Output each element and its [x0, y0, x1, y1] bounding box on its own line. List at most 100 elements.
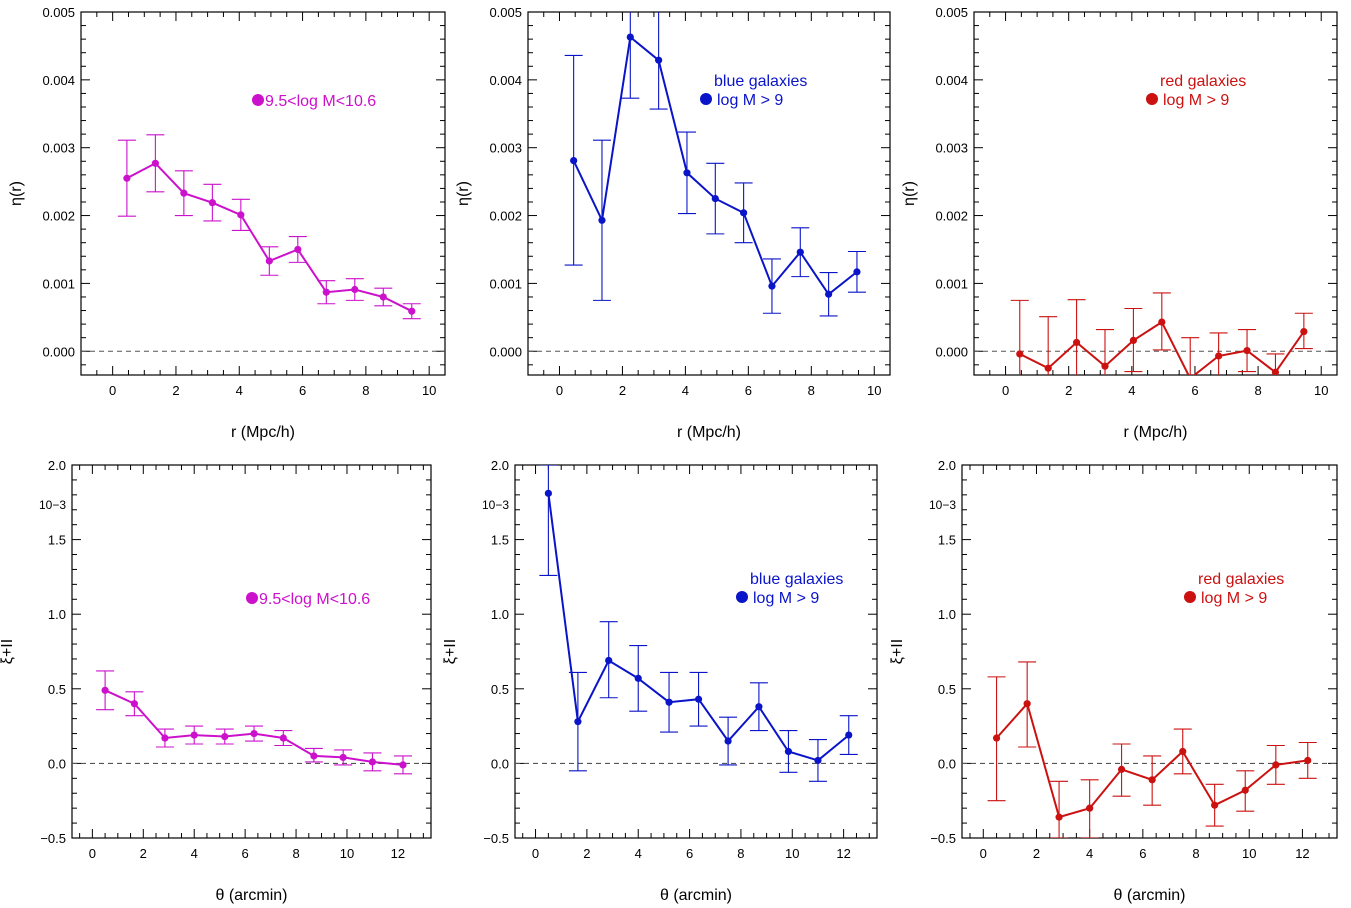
- x-tick-label: 10: [785, 846, 799, 861]
- x-tick-label: 2: [619, 383, 626, 398]
- legend-label: red galaxies: [1160, 73, 1246, 90]
- y-tick-label: 0.0: [938, 756, 956, 771]
- data-point: [665, 698, 673, 706]
- y-tick-label: 0.005: [489, 5, 522, 20]
- series-group: [117, 134, 421, 320]
- x-tick-label: 4: [191, 846, 198, 861]
- data-point: [237, 211, 245, 219]
- y-tick-label: −0.5: [930, 831, 956, 846]
- legend-marker: [252, 94, 264, 106]
- data-point: [655, 56, 663, 64]
- x-tick-label: 0: [1002, 383, 1009, 398]
- x-tick-label: 2: [583, 846, 590, 861]
- y-tick-label: 0.000: [935, 344, 968, 359]
- y-tick-label: 2.0: [938, 458, 956, 473]
- y-axis-label: ξ+II: [889, 639, 906, 664]
- x-tick-label: 6: [299, 383, 306, 398]
- x-tick-label: 10: [1314, 383, 1328, 398]
- legend-label: log M > 9: [753, 590, 819, 607]
- y-tick-label: 2.0: [48, 458, 66, 473]
- data-point: [408, 307, 416, 315]
- data-point: [694, 695, 703, 703]
- data-point: [310, 752, 318, 760]
- y-tick-label: 0.000: [489, 344, 522, 359]
- x-tick-label: 4: [1086, 846, 1093, 861]
- x-tick-label: 6: [745, 383, 752, 398]
- data-point: [180, 189, 188, 197]
- x-axis-label: θ (arcmin): [1113, 887, 1185, 904]
- y-tick-label: 0.0: [491, 756, 509, 771]
- x-tick-label: 0: [980, 846, 987, 861]
- data-point: [130, 700, 138, 708]
- x-tick-label: 6: [686, 846, 693, 861]
- y-multiplier-label: 10−3: [39, 498, 66, 512]
- y-axis-label: ξ+II: [442, 639, 459, 664]
- data-point: [123, 174, 131, 182]
- plot-frame: [71, 464, 432, 839]
- x-tick-label: 10: [867, 383, 881, 398]
- legend-label: blue galaxies: [714, 73, 807, 90]
- x-tick-label: 0: [89, 846, 96, 861]
- data-point: [368, 758, 377, 766]
- data-point: [265, 257, 273, 265]
- data-point: [1158, 318, 1166, 326]
- y-tick-label: 0.002: [935, 209, 968, 224]
- data-point: [1272, 761, 1280, 769]
- x-tick-label: 4: [236, 383, 243, 398]
- data-point: [1300, 327, 1308, 336]
- x-tick-label: 8: [362, 383, 369, 398]
- y-tick-label: 0.001: [42, 276, 75, 291]
- chart-panel-top-middle: 0 2 4 6 8 10 0.000 0.001 0.002 0.003 0.004 0.005 r (…: [455, 5, 891, 441]
- y-tick-label: 0.002: [489, 209, 522, 224]
- data-point: [1129, 336, 1138, 344]
- legend-label: log M > 9: [1163, 92, 1229, 109]
- y-tick-label: 1.0: [48, 607, 66, 622]
- y-tick-label: 0.001: [489, 276, 522, 291]
- data-point: [221, 732, 229, 741]
- legend-marker: [1146, 93, 1158, 105]
- data-point: [101, 686, 109, 694]
- data-point: [339, 753, 347, 762]
- y-axis-label: η(r): [901, 181, 918, 206]
- x-tick-label: 8: [737, 846, 744, 861]
- y-tick-label: 1.5: [938, 533, 956, 548]
- x-tick-label: 10: [1242, 846, 1256, 861]
- legend-marker: [700, 93, 712, 105]
- data-point: [724, 737, 732, 745]
- y-tick-label: 0.003: [42, 141, 75, 156]
- chart-panel-top-left: 0 2 4 6 8 10 0.000 0.001 0.002 0.003 0.004 0.005 r (…: [8, 5, 446, 441]
- x-tick-label: 4: [635, 846, 642, 861]
- data-point: [711, 194, 719, 203]
- series-line: [126, 162, 413, 313]
- x-tick-label: 12: [836, 846, 850, 861]
- plot-frame: [80, 11, 446, 376]
- y-tick-label: 0.001: [935, 276, 968, 291]
- data-point: [825, 290, 833, 298]
- legend-label: 9.5<log M<10.6: [259, 591, 370, 608]
- data-point: [634, 674, 642, 682]
- data-point: [796, 248, 804, 256]
- data-point: [992, 734, 1001, 742]
- data-point: [151, 159, 159, 167]
- y-axis-label: η(r): [455, 181, 472, 206]
- x-tick-label: 8: [1254, 383, 1261, 398]
- x-tick-label: 10: [340, 846, 354, 861]
- y-tick-label: 0.005: [935, 5, 968, 20]
- data-point: [740, 209, 748, 217]
- chart-panel-bottom-middle: 0 2 4 6 8 10 12 −0.5 0.0 0.5 1.0 1.5 2.0 10−3 θ (arcmi…: [442, 458, 878, 904]
- series-group: [987, 661, 1317, 838]
- data-point: [626, 33, 634, 41]
- data-point: [598, 216, 606, 224]
- x-tick-label: 8: [808, 383, 815, 398]
- data-point: [351, 285, 359, 294]
- x-tick-label: 2: [172, 383, 179, 398]
- chart-panel-bottom-right: 0 2 4 6 8 10 12 −0.5 0.0 0.5 1.0 1.5 2.0 10−3 θ (arcmi…: [889, 458, 1338, 904]
- data-point: [814, 756, 822, 765]
- y-tick-label: 1.5: [48, 533, 66, 548]
- x-tick-label: 0: [556, 383, 563, 398]
- x-tick-label: 2: [1065, 383, 1072, 398]
- data-point: [1086, 804, 1094, 812]
- y-multiplier-label: 10−3: [482, 498, 509, 512]
- data-point: [1101, 362, 1109, 370]
- data-point: [1148, 776, 1156, 784]
